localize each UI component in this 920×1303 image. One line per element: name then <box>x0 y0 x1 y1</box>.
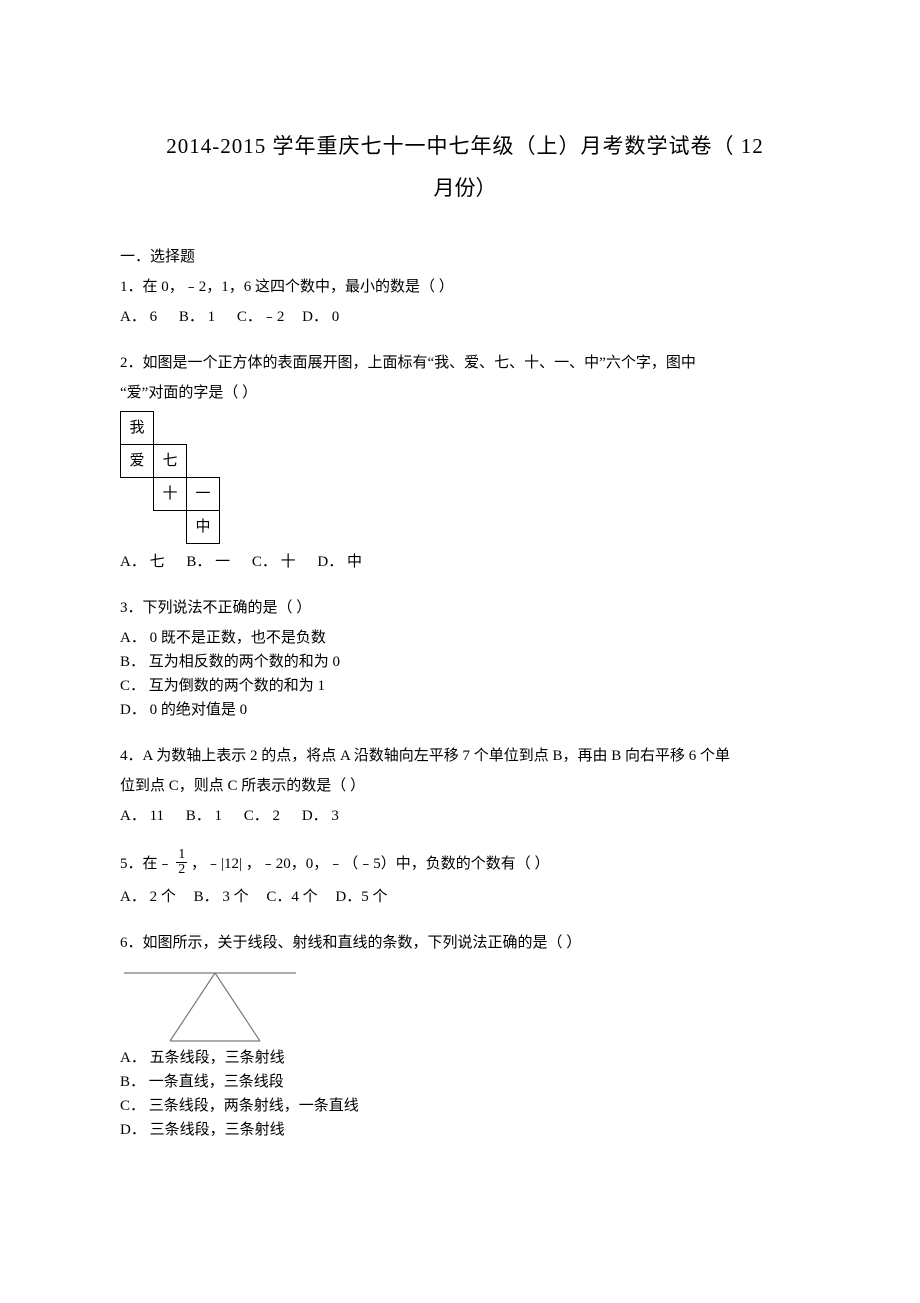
q4-options: A． 11 B． 1 C． 2 D． 3 <box>120 804 810 828</box>
q6-block: 6．如图所示，关于线段、射线和直线的条数，下列说法正确的是（ ） A． 五条线段… <box>120 931 810 1142</box>
q3-block: 3．下列说法不正确的是（ ） A． 0 既不是正数，也不是负数 B． 互为相反数… <box>120 596 810 722</box>
q5-frac-num: 1 <box>176 848 187 863</box>
q5-block: 5．在﹣ 1 2 ，﹣|12| ，﹣20，0，﹣（﹣5）中，负数的个数有（ ） … <box>120 850 810 909</box>
q2-text-b: “爱”对面的字是（ ） <box>120 381 810 405</box>
q4-opt-d: D． 3 <box>302 808 339 824</box>
q4-block: 4．A 为数轴上表示 2 的点，将点 A 沿数轴向左平移 7 个单位到点 B，再… <box>120 744 810 828</box>
q2-opt-a: A． 七 <box>120 554 165 570</box>
q4-text-a: 4．A 为数轴上表示 2 的点，将点 A 沿数轴向左平移 7 个单位到点 B，再… <box>120 744 810 768</box>
q5-opt-a: A． 2 个 <box>120 889 176 905</box>
exam-page: 2014-2015 学年重庆七十一中七年级（上）月考数学试卷（ 12 月份） 一… <box>0 0 920 1303</box>
net-cell-2-1: 十 <box>154 478 187 511</box>
q1-options: A． 6 B． 1 C．﹣2 D． 0 <box>120 305 810 329</box>
q4-opt-c: C． 2 <box>244 808 280 824</box>
net-cell-1-1: 七 <box>154 445 187 478</box>
q6-opt-b: B． 一条直线，三条线段 <box>120 1070 810 1094</box>
q5-frac-den: 2 <box>176 863 187 877</box>
q5-post: ，﹣|12| ，﹣20，0，﹣（﹣5）中，负数的个数有（ ） <box>191 856 550 872</box>
q6-text: 6．如图所示，关于线段、射线和直线的条数，下列说法正确的是（ ） <box>120 931 810 955</box>
q2-block: 2．如图是一个正方体的表面展开图，上面标有“我、爱、七、十、一、中”六个字，图中… <box>120 351 810 574</box>
q3-opt-d: D． 0 的绝对值是 0 <box>120 698 810 722</box>
q3-opt-c: C． 互为倒数的两个数的和为 1 <box>120 674 810 698</box>
q1-opt-a: A． 6 <box>120 309 157 325</box>
q5-opt-b: B． 3 个 <box>194 889 249 905</box>
net-cell-2-2: 一 <box>187 478 220 511</box>
q1-text: 1．在 0，﹣2，1，6 这四个数中，最小的数是（ ） <box>120 275 810 299</box>
q5-opt-c: C．4 个 <box>266 889 317 905</box>
q2-cube-net: 我 爱 七 十 一 中 <box>120 411 220 544</box>
q6-opt-d: D． 三条线段，三条射线 <box>120 1118 810 1142</box>
net-cell-3-2: 中 <box>187 511 220 544</box>
q5-pre: 5．在﹣ <box>120 856 173 872</box>
q5-options: A． 2 个 B． 3 个 C．4 个 D．5 个 <box>120 885 810 909</box>
q4-opt-a: A． 11 <box>120 808 164 824</box>
q2-text-a: 2．如图是一个正方体的表面展开图，上面标有“我、爱、七、十、一、中”六个字，图中 <box>120 351 810 375</box>
q2-opt-c: C． 十 <box>252 554 296 570</box>
q6-opt-c: C． 三条线段，两条射线，一条直线 <box>120 1094 810 1118</box>
section-1-heading: 一．选择题 <box>120 245 810 269</box>
q5-text: 5．在﹣ 1 2 ，﹣|12| ，﹣20，0，﹣（﹣5）中，负数的个数有（ ） <box>120 850 810 879</box>
net-cell-1-0: 爱 <box>121 445 154 478</box>
q4-text-b: 位到点 C，则点 C 所表示的数是（ ） <box>120 774 810 798</box>
q5-fraction: 1 2 <box>176 848 187 877</box>
q4-opt-b: B． 1 <box>186 808 222 824</box>
title-line1: 2014-2015 学年重庆七十一中七年级（上）月考数学试卷（ 12 <box>120 130 810 164</box>
q1-opt-b: B． 1 <box>179 309 215 325</box>
q5-opt-d: D．5 个 <box>335 889 387 905</box>
q6-opt-a: A． 五条线段，三条射线 <box>120 1046 810 1070</box>
q2-opt-b: B． 一 <box>186 554 230 570</box>
q1-opt-c: C．﹣2 <box>237 309 285 325</box>
q6-figure <box>120 961 300 1046</box>
q1-opt-d: D． 0 <box>302 309 339 325</box>
q3-opt-a: A． 0 既不是正数，也不是负数 <box>120 626 810 650</box>
q2-opt-d: D． 中 <box>317 554 362 570</box>
net-cell-0-0: 我 <box>121 412 154 445</box>
q3-opt-b: B． 互为相反数的两个数的和为 0 <box>120 650 810 674</box>
q3-text: 3．下列说法不正确的是（ ） <box>120 596 810 620</box>
q2-options: A． 七 B． 一 C． 十 D． 中 <box>120 550 810 574</box>
title-line2: 月份） <box>120 172 810 206</box>
